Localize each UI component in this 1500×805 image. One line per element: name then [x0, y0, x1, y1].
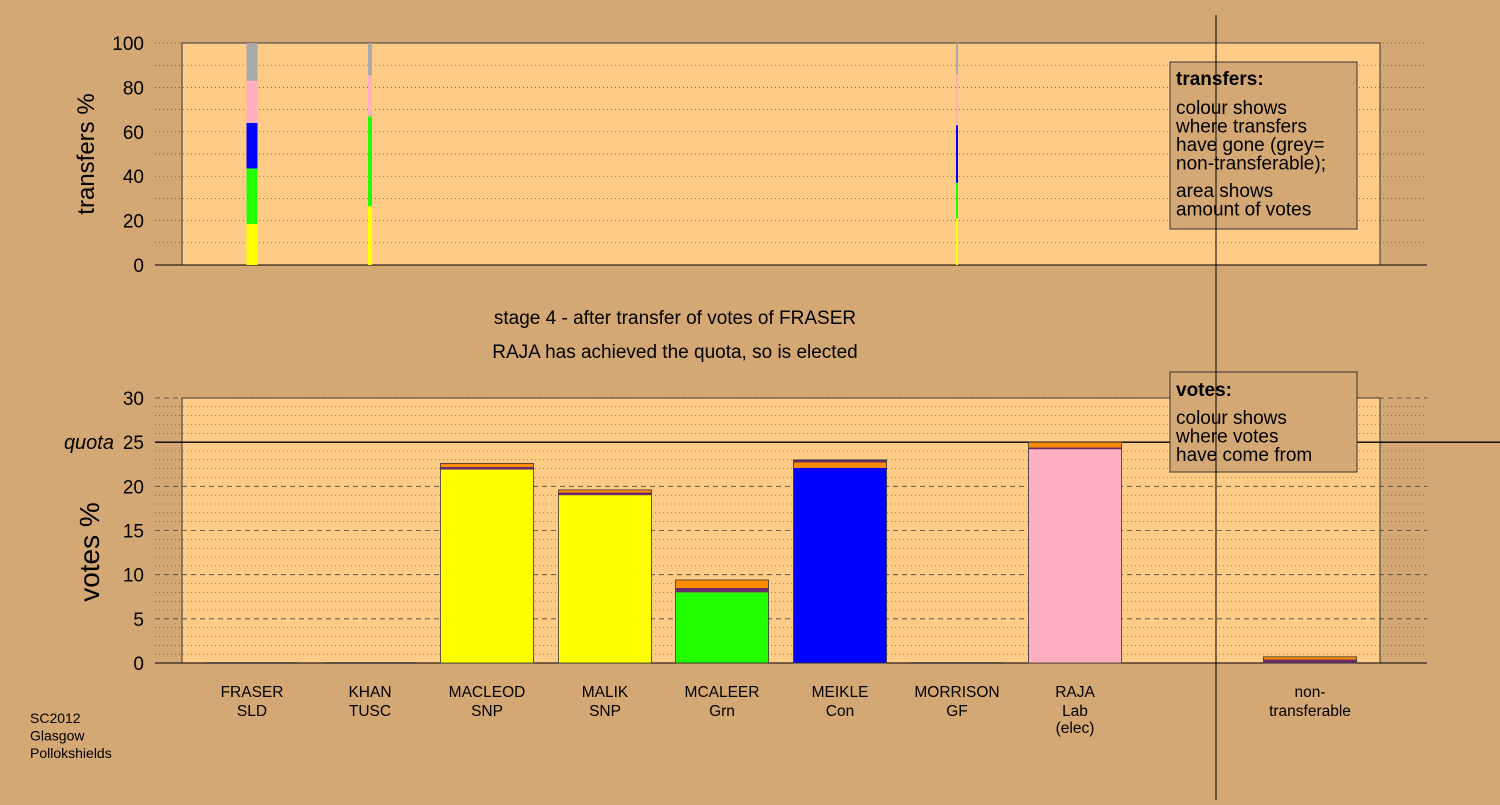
transfer-segment-morrison-nontransferable — [956, 43, 958, 75]
vote-bar-outline-raja — [1028, 441, 1122, 664]
transfer-segment-khan-grn — [368, 116, 372, 207]
vote-segment-malik-transfer_mid — [558, 492, 652, 496]
vote-segment-malik-snp — [558, 495, 652, 663]
vote-bar-outline-mcaleer — [675, 579, 769, 664]
transfer-segment-khan-snp — [368, 206, 372, 265]
candidate-name-label: MACLEOD — [449, 684, 526, 701]
footer-label: Pollokshields — [30, 745, 112, 761]
candidate-name-label: MALIK — [582, 684, 629, 701]
transfers-y-tick-label: 20 — [123, 212, 144, 233]
candidate-party-label: Grn — [709, 703, 735, 720]
transfers-legend-line: where transfers — [1175, 117, 1307, 138]
candidate-name-label: MORRISON — [914, 684, 999, 701]
footer-label: SC2012 — [30, 710, 81, 726]
transfers-legend-line: non-transferable); — [1176, 154, 1326, 175]
transfers-y-tick-label: 100 — [112, 34, 144, 55]
transfers-legend-box — [1169, 61, 1358, 230]
votes-legend-heading: votes: — [1176, 380, 1232, 401]
transfer-segment-morrison-grn — [956, 182, 958, 219]
candidate-name-label: non- — [1294, 684, 1325, 701]
vote-segment-macleod-snp — [440, 469, 534, 663]
vote-segment-mcaleer-grn — [675, 592, 769, 663]
transfers-y-tick-label: 40 — [123, 167, 144, 188]
candidate-party-label: GF — [946, 703, 968, 720]
candidate-name-label: MCALEER — [685, 684, 760, 701]
candidate-name-label: FRASER — [221, 684, 284, 701]
transfer-segment-fraser-nontransferable — [246, 43, 258, 81]
footer-label: Glasgow — [30, 728, 85, 744]
votes-legend-line: colour shows — [1176, 408, 1287, 429]
vote-segment-malik-transfer_top — [558, 489, 652, 493]
votes-y-tick-label: 0 — [133, 654, 144, 675]
candidate-party-label: SLD — [237, 703, 267, 720]
transfers-legend-line: colour shows — [1176, 98, 1287, 119]
vote-bar-outline-malik — [558, 489, 652, 664]
transfer-segment-morrison-lab — [956, 74, 958, 126]
transfers-legend-line: have gone (grey= — [1176, 135, 1324, 156]
transfers-y-tick-label: 0 — [133, 256, 144, 277]
transfer-segment-fraser-con — [246, 122, 258, 169]
votes-y-tick-label: 15 — [123, 522, 144, 543]
transfers-legend-line: area shows — [1176, 181, 1273, 202]
vote-segment-mcaleer-transfer_top — [675, 579, 769, 588]
votes-y-tick-label: 5 — [133, 610, 144, 631]
votes-y-axis-label: votes % — [74, 502, 105, 602]
quota-label: quota — [64, 432, 114, 454]
votes-y-tick-label: 25 — [123, 433, 144, 454]
votes-legend-box — [1169, 371, 1358, 473]
transfers-y-axis-label: transfers % — [73, 93, 100, 214]
candidate-party-label: transferable — [1269, 703, 1351, 720]
transfers-y-tick-label: 60 — [123, 123, 144, 144]
vote-segment-mcaleer-transfer_mid — [675, 587, 769, 593]
stage-title: stage 4 - after transfer of votes of FRA… — [494, 308, 856, 329]
transfer-segment-khan-lab — [368, 75, 372, 117]
votes-y-tick-label: 10 — [123, 566, 144, 587]
vote-bar-outline-non — [1263, 656, 1357, 664]
candidate-party-label: TUSC — [349, 703, 391, 720]
vote-segment-raja-transfer_mid — [1028, 447, 1122, 450]
candidate-name-label: KHAN — [348, 684, 391, 701]
votes-y-tick-label: 20 — [123, 477, 144, 498]
transfer-segment-fraser-lab — [246, 80, 258, 123]
transfer-segment-morrison-con — [956, 125, 958, 183]
vote-segment-meikle-con — [793, 467, 887, 663]
vote-segment-meikle-transfer_mid — [793, 459, 887, 463]
vote-bar-outline-macleod — [440, 462, 534, 664]
stage-subtitle: RAJA has achieved the quota, so is elect… — [492, 342, 857, 363]
vote-segment-non-transfer_top — [1263, 656, 1357, 660]
transfers-y-tick-label: 80 — [123, 78, 144, 99]
transfers-legend-heading: transfers: — [1176, 69, 1264, 90]
vote-segment-macleod-transfer_top — [440, 463, 534, 467]
vote-bar-outline-meikle — [793, 459, 887, 664]
votes-legend-line: have come from — [1176, 445, 1312, 466]
vote-segment-macleod-transfer_mid — [440, 466, 534, 470]
vote-segment-raja-transfer_top — [1028, 442, 1122, 448]
votes-y-tick-label: 30 — [123, 389, 144, 410]
candidate-party-label: SNP — [471, 703, 503, 720]
candidate-status-label: (elec) — [1056, 720, 1095, 737]
candidate-party-label: SNP — [589, 703, 621, 720]
vote-segment-non-transfer_mid — [1263, 659, 1357, 663]
transfers-legend-line: amount of votes — [1176, 200, 1311, 221]
transfer-segment-fraser-grn — [246, 168, 258, 224]
votes-legend-line: where votes — [1175, 427, 1278, 448]
transfer-segment-morrison-snp — [956, 218, 958, 265]
vote-segment-meikle-transfer_top — [793, 462, 887, 468]
candidate-name-label: MEIKLE — [812, 684, 869, 701]
candidate-name-label: RAJA — [1055, 684, 1095, 701]
transfer-segment-khan-nontransferable — [368, 43, 372, 76]
vote-segment-raja-lab — [1028, 449, 1122, 663]
candidate-party-label: Con — [826, 703, 854, 720]
transfer-segment-fraser-snp — [246, 223, 258, 265]
candidate-party-label: Lab — [1062, 703, 1088, 720]
